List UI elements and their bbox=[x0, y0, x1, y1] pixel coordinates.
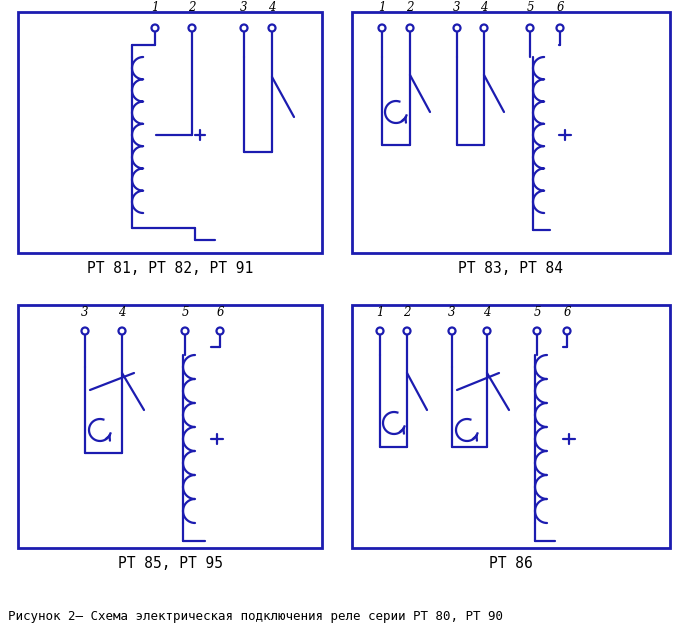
Bar bbox=[352, 12, 670, 253]
Bar bbox=[18, 305, 322, 548]
Text: РТ 85, РТ 95: РТ 85, РТ 95 bbox=[118, 556, 222, 571]
Text: РТ 83, РТ 84: РТ 83, РТ 84 bbox=[458, 261, 563, 276]
Text: 2: 2 bbox=[189, 1, 196, 14]
Text: 5: 5 bbox=[526, 1, 534, 14]
Text: 2: 2 bbox=[406, 1, 413, 14]
Text: 4: 4 bbox=[483, 306, 491, 319]
Bar bbox=[18, 12, 322, 253]
Text: Рисунок 2– Схема электрическая подключения реле серии РТ 80, РТ 90: Рисунок 2– Схема электрическая подключен… bbox=[8, 610, 503, 623]
Bar bbox=[352, 305, 670, 548]
Text: 2: 2 bbox=[403, 306, 411, 319]
Text: 4: 4 bbox=[268, 1, 276, 14]
Text: 3: 3 bbox=[453, 1, 461, 14]
Text: 3: 3 bbox=[240, 1, 248, 14]
Text: 1: 1 bbox=[151, 1, 159, 14]
Text: 5: 5 bbox=[533, 306, 541, 319]
Text: 3: 3 bbox=[449, 306, 455, 319]
Text: РТ 81, РТ 82, РТ 91: РТ 81, РТ 82, РТ 91 bbox=[87, 261, 253, 276]
Text: 4: 4 bbox=[118, 306, 126, 319]
Text: РТ 86: РТ 86 bbox=[489, 556, 533, 571]
Text: 6: 6 bbox=[216, 306, 224, 319]
Text: 3: 3 bbox=[81, 306, 89, 319]
Text: 1: 1 bbox=[378, 1, 386, 14]
Text: 6: 6 bbox=[563, 306, 571, 319]
Text: 4: 4 bbox=[480, 1, 488, 14]
Text: 5: 5 bbox=[181, 306, 189, 319]
Text: 6: 6 bbox=[557, 1, 563, 14]
Text: 1: 1 bbox=[376, 306, 384, 319]
